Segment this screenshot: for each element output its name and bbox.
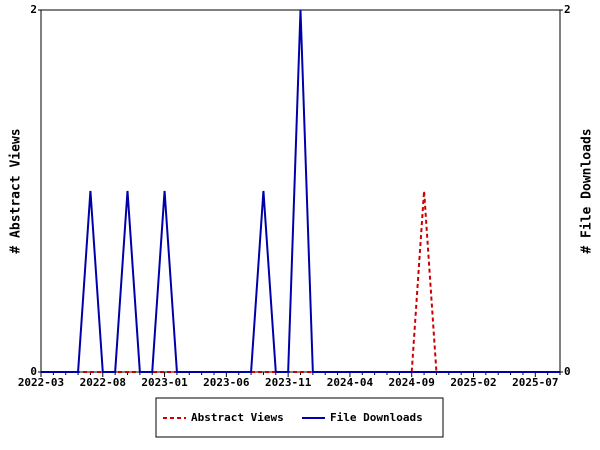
x-tick-label: 2025-07 — [512, 376, 558, 389]
legend-box — [155, 397, 444, 438]
y2-axis-title: # File Downloads — [580, 128, 595, 253]
x-tick-label: 2023-06 — [203, 376, 250, 389]
legend-label: Abstract Views — [191, 411, 284, 424]
x-tick-label: 2023-01 — [141, 376, 188, 389]
y-axis-title: # Abstract Views — [9, 128, 24, 253]
x-tick-label: 2025-02 — [450, 376, 496, 389]
x-tick-label: 2022-08 — [80, 376, 126, 389]
y-tick-label: 2 — [30, 3, 37, 16]
legend-label: File Downloads — [330, 411, 423, 424]
y2-tick-label: 2 — [564, 3, 571, 16]
x-tick-label: 2022-03 — [18, 376, 64, 389]
y2-tick-label: 0 — [564, 365, 571, 378]
x-tick-label: 2023-11 — [265, 376, 312, 389]
x-tick-label: 2024-04 — [327, 376, 374, 389]
y-tick-label: 0 — [30, 365, 37, 378]
series-line — [41, 190, 560, 373]
series-line — [41, 9, 560, 373]
x-tick-label: 2024-09 — [389, 376, 435, 389]
